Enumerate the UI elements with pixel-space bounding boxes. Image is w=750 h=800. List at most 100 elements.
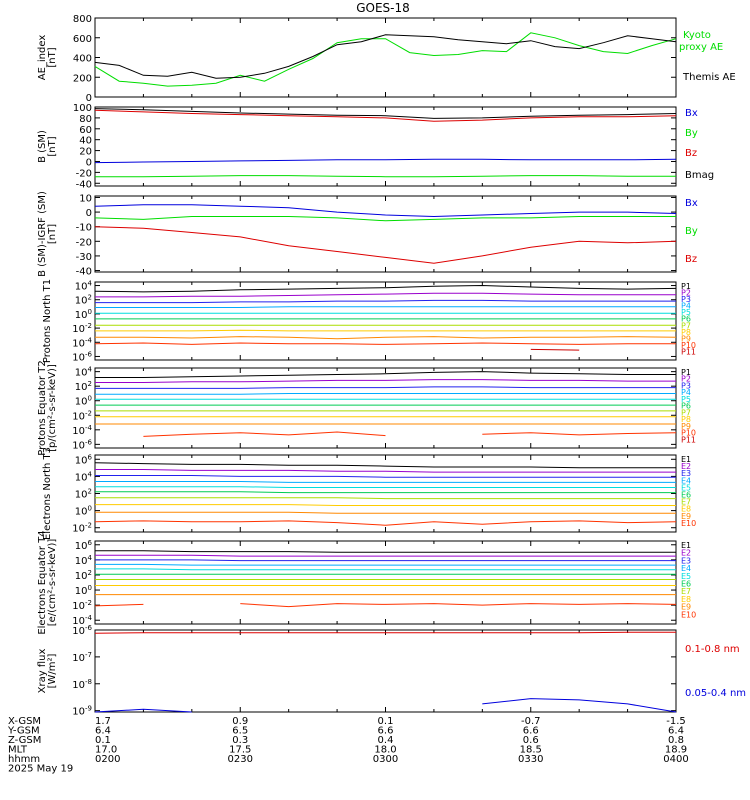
channel-line [95, 336, 677, 340]
channel-line [94, 520, 677, 526]
ephemeris-value: 0.1 [95, 735, 111, 746]
panel-xray: 10-6 10-7 10-8 10-9 Xray flux [W/m²] 0.1-0.8 n… [37, 624, 746, 718]
channel-line [94, 284, 677, 293]
channel-line [95, 371, 676, 378]
y-tick-label: 106 [75, 453, 93, 466]
y-axis-label: Electrons Equator T4 [37, 530, 48, 634]
legend-label: Bx [685, 108, 698, 119]
legend-label: E1 [681, 541, 691, 550]
legend-label: Bmag [685, 170, 714, 181]
series-line [94, 216, 676, 222]
legend-label: P1 [681, 282, 691, 291]
ephemeris-value: -1.5 [666, 716, 686, 727]
y-axis-label: [e/(cm²-s-sr-keV)] [47, 539, 58, 627]
ephemeris-value: 6.4 [668, 726, 684, 737]
ephemeris-row-label: X-GSM [8, 716, 41, 727]
panel-frame [94, 106, 677, 187]
legend-label: E9 [681, 512, 691, 521]
legend-label: E5 [681, 483, 691, 492]
ephemeris-value: 0.4 [378, 735, 394, 746]
ephemeris-value: 6.6 [378, 726, 394, 737]
y-axis-label: [W/m²] [47, 653, 58, 688]
ephemeris-value: 18.5 [520, 745, 542, 756]
channel-line [94, 603, 677, 608]
legend-label: By [685, 226, 698, 237]
channel-line [95, 550, 676, 553]
series-line [94, 204, 677, 218]
legend-label: E7 [681, 498, 691, 507]
ephemeris-value: 0.9 [232, 716, 248, 727]
ephemeris-value: 17.0 [95, 745, 117, 756]
legend-label: E10 [681, 519, 696, 528]
channel-line [143, 431, 677, 437]
ephemeris-value: 0.6 [523, 735, 539, 746]
y-tick-label: 100 [73, 103, 92, 114]
y-axis-label: B (SM)-IGRF (SM) [37, 191, 48, 277]
ephemeris-value: 0200 [95, 754, 120, 765]
y-tick-label: 100 [75, 584, 92, 597]
y-tick-label: 10-2 [72, 599, 92, 612]
legend-label: Bz [685, 254, 697, 265]
legend-label: P10 [681, 429, 696, 438]
legend-label: P8 [681, 328, 691, 337]
y-tick-label: 10-4 [72, 424, 92, 437]
ephemeris-value: 6.4 [95, 726, 111, 737]
channel-line [95, 504, 676, 506]
y-tick-label: 20 [79, 147, 92, 158]
y-tick-label: 10-2 [72, 322, 92, 335]
y-tick-label: 10-6 [72, 350, 92, 363]
ephemeris-value: 0300 [373, 754, 398, 765]
legend-label: 0.1-0.8 nm [685, 644, 740, 655]
panel-bsm-igrf: 10 0 -10 -20 -30 -40 B (SM)-IGRF (SM) [nT] Bx By B… [37, 191, 698, 278]
legend-label: E10 [681, 610, 696, 619]
y-tick-label: 104 [75, 366, 93, 379]
series-line [94, 698, 677, 713]
ephemeris-footer: X-GSM 1.7 0.9 0.1 -0.7 -1.5 Y-GSM 6.4 6.5 6.6 6.6 6… [7, 716, 689, 775]
series-line [94, 226, 677, 264]
y-axis-label: [nT] [47, 224, 58, 244]
series-line [95, 175, 676, 178]
channel-line [95, 386, 676, 389]
channel-line [95, 491, 676, 494]
y-tick-label: 200 [73, 73, 92, 84]
ephemeris-value: 6.5 [232, 726, 248, 737]
ephemeris-value: 0330 [518, 754, 543, 765]
y-tick-label: 10-6 [72, 624, 92, 637]
series-line [94, 34, 677, 79]
ephemeris-value: -0.7 [521, 716, 541, 727]
series-line [94, 32, 677, 87]
y-tick-label: -30 [76, 252, 92, 263]
legend-label: 0.05-0.4 nm [685, 688, 746, 699]
y-axis-label: [p/(cm²-s-sr-keV)] [47, 364, 58, 452]
legend-label: P4 [681, 388, 691, 397]
plot-title: GOES-18 [356, 1, 410, 15]
y-tick-label: 0 [86, 157, 92, 168]
legend-label: E8 [681, 595, 691, 604]
legend-label: P11 [681, 347, 696, 356]
date-label: 2025 May 19 [8, 764, 73, 775]
y-tick-label: 400 [73, 54, 92, 65]
legend-label: Kyoto [683, 30, 711, 41]
series-line [94, 631, 676, 634]
panel-frame [94, 540, 677, 625]
ephemeris-value: 6.6 [523, 726, 539, 737]
legend-label: P2 [681, 289, 691, 298]
y-tick-label: 60 [79, 125, 92, 136]
legend-label: Themis AE [682, 72, 736, 83]
y-tick-label: 10-8 [72, 678, 92, 691]
legend-label: P2 [681, 375, 691, 384]
series-line [94, 108, 677, 119]
y-tick-label: 102 [75, 294, 92, 307]
legend-label: P3 [681, 381, 691, 390]
y-axis-label: Xray flux [37, 649, 48, 694]
legend-label: P3 [681, 295, 691, 304]
y-tick-label: 10-2 [72, 409, 92, 422]
y-tick-label: 10 [79, 193, 92, 204]
channel-line [95, 559, 676, 562]
channel-line [95, 393, 676, 395]
y-axis-label: Protons North T1 [42, 279, 53, 363]
y-tick-label: 10-7 [72, 651, 92, 664]
channel-line [95, 554, 676, 557]
